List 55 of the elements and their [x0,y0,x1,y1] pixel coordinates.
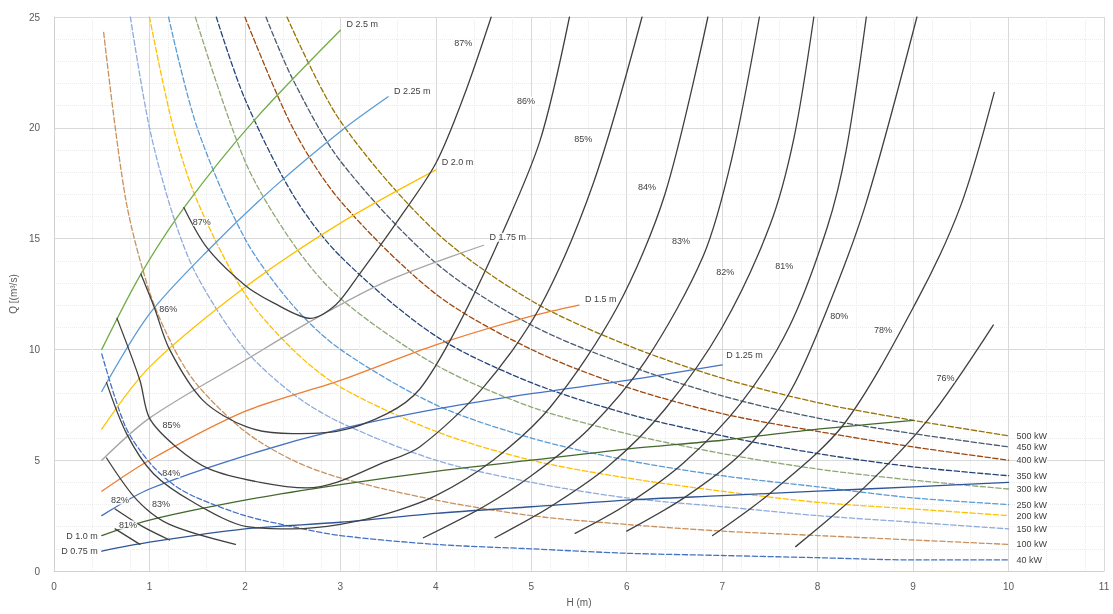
series-label: D 0.75 m [61,546,98,557]
x-tick-label: 0 [51,580,58,592]
series-label: 400 kW [1016,455,1048,466]
series-label: 450 kW [1016,441,1048,452]
series-label: 78% [873,324,892,335]
text: 87% [454,38,473,48]
x-tick-label: 11 [1098,580,1110,592]
series-label: 87% [192,216,211,227]
x-tick-label: 9 [910,580,917,592]
y-tick-label: 15 [28,233,41,245]
text: 85% [574,134,593,145]
series-label: 250 kW [1016,499,1048,510]
series-label: 84% [162,468,181,479]
x-axis-title: H (m) [566,596,592,608]
y-tick-label: 25 [28,11,41,23]
series-label: D 1.25 m [726,349,763,360]
series-label: 100 kW [1016,539,1048,550]
series-label: D 1.75 m [489,232,527,243]
series-label: 500 kW [1016,430,1048,441]
series-label: 200 kW [1016,510,1048,521]
x-tick-label: 5 [528,580,535,592]
series-label: 82% [716,267,735,278]
y-tick-label: 0 [34,565,41,577]
series-label: 300 kW [1016,484,1048,495]
series-label: 83% [152,499,171,510]
series-label: D 2.0 m [441,156,474,167]
text: 86% [516,96,535,107]
x-tick-label: 10 [1002,580,1015,592]
x-tick-label: 7 [719,580,726,592]
series-label: D 1.5 m [585,294,617,305]
series-label: D 2.5 m [346,19,378,30]
series-label: 86% [159,304,178,315]
series-label: 81% [119,519,138,530]
x-tick-label: 6 [623,580,630,592]
y-tick-label: 10 [28,343,41,355]
series-label: 83% [672,236,691,247]
x-tick-label: 4 [433,580,440,592]
series-label: D 1.0 m [66,530,98,541]
series-label: 85% [162,420,181,431]
series-label: 80% [830,310,849,321]
x-tick-label: 8 [814,580,821,592]
x-tick-label: 2 [242,580,249,592]
x-tick-label: 1 [146,580,153,592]
series-label: D 2.25 m [394,85,431,96]
text: 84% [637,182,656,193]
series-label: 76% [936,373,955,384]
series-label: 350 kW [1016,470,1048,481]
series-label: 40 kW [1016,554,1043,565]
y-tick-label: 5 [34,454,41,466]
y-tick-label: 20 [28,122,41,134]
series-label: 150 kW [1016,523,1048,534]
y-axis-title: Q [(m³/s) [7,274,19,314]
series-label: 82% [111,494,130,505]
text: 81% [775,260,794,271]
x-tick-label: 3 [337,580,344,592]
